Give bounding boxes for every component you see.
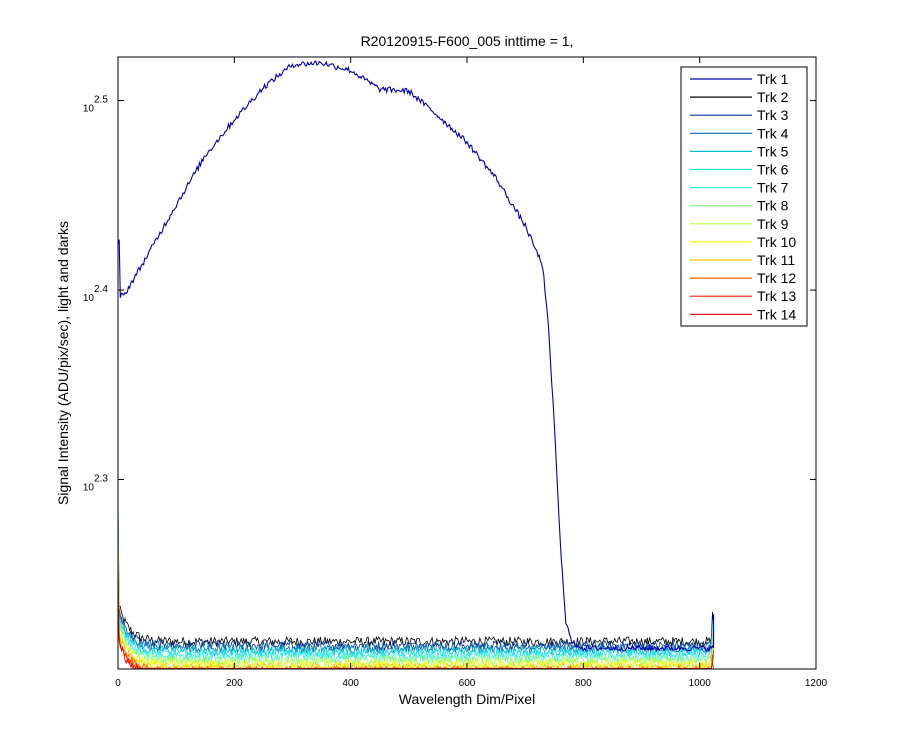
series-line-trk-1 — [117, 60, 715, 653]
chart-title: R20120915-F600_005 inttime = 1, — [361, 33, 574, 49]
x-tick-label: 200 — [226, 678, 243, 689]
series-line-trk-4 — [117, 544, 714, 654]
legend-label-trk-9: Trk 9 — [757, 216, 789, 232]
legend: Trk 1 Trk 2 Trk 3 Trk 4 Trk 5 Trk 6 Trk 7 Trk 8… — [680, 66, 808, 327]
legend-label-trk-7: Trk 7 — [757, 180, 789, 196]
series-line-trk-8 — [117, 500, 714, 666]
legend-label-trk-11: Trk 11 — [757, 252, 795, 268]
x-tick-label: 800 — [575, 678, 592, 689]
y-tick-label-base: 10 — [83, 483, 95, 494]
legend-label-trk-13: Trk 13 — [757, 288, 796, 304]
legend-items: Trk 1 Trk 2 Trk 3 Trk 4 Trk 5 Trk 6 Trk 7 Trk 8… — [690, 71, 796, 322]
x-tick-label: 1000 — [689, 678, 712, 689]
y-tick-label-exponent: 2.3 — [94, 474, 108, 485]
legend-label-trk-8: Trk 8 — [757, 198, 789, 214]
y-tick-label-base: 10 — [83, 293, 95, 304]
x-tick-label: 0 — [115, 678, 121, 689]
legend-label-trk-10: Trk 10 — [757, 234, 796, 250]
legend-label-trk-14: Trk 14 — [757, 306, 796, 322]
y-tick-label-base: 10 — [83, 104, 95, 115]
legend-label-trk-2: Trk 2 — [757, 89, 789, 105]
series-line-trk-2 — [117, 549, 714, 648]
y-axis-label: Signal Intensity (ADU/pix/sec), light an… — [55, 221, 71, 505]
x-axis-label: Wavelength Dim/Pixel — [399, 691, 535, 707]
x-tick-label: 600 — [459, 678, 476, 689]
legend-label-trk-4: Trk 4 — [757, 125, 789, 141]
legend-label-trk-12: Trk 12 — [757, 270, 796, 286]
legend-label-trk-6: Trk 6 — [757, 162, 789, 178]
y-tick-label-exponent: 2.5 — [94, 95, 108, 106]
series-line-trk-11 — [117, 540, 714, 670]
legend-label-trk-1: Trk 1 — [757, 71, 789, 87]
y-tick-label-exponent: 2.4 — [94, 284, 108, 295]
x-tick-label: 1200 — [805, 678, 828, 689]
legend-label-trk-3: Trk 3 — [757, 107, 789, 123]
x-tick-label: 400 — [342, 678, 359, 689]
legend-label-trk-5: Trk 5 — [757, 143, 789, 159]
legend-box — [680, 66, 808, 327]
